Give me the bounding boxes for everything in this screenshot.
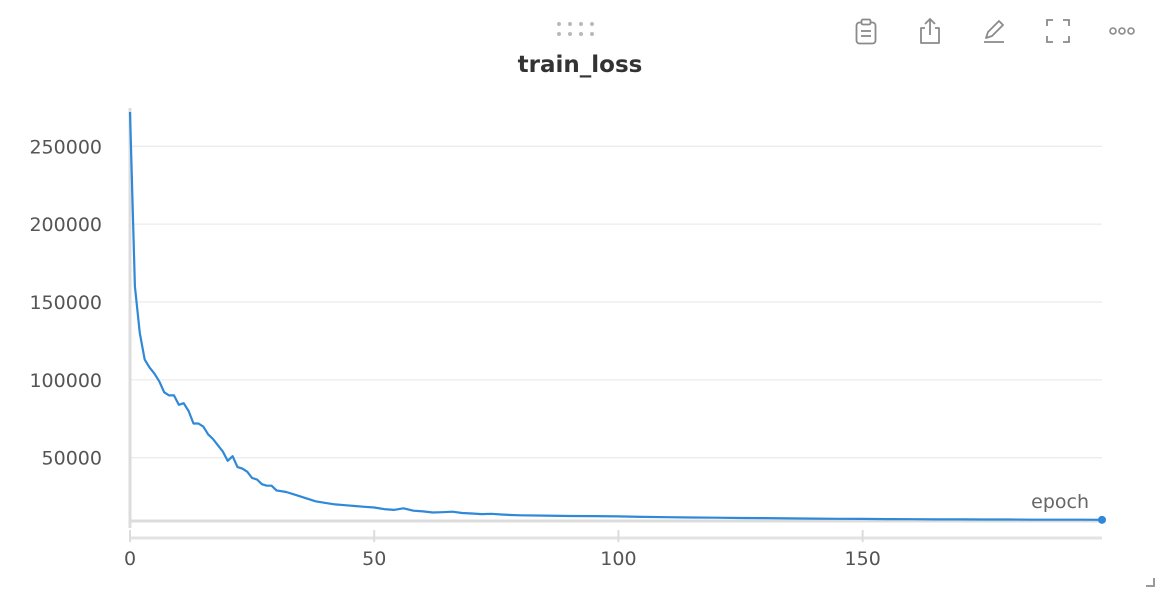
x-axis: 0 50 100 150 [124,519,1102,570]
y-axis: 50000 100000 150000 200000 250000 [29,108,132,528]
series-group[interactable] [128,111,1106,524]
more-icon [1109,27,1135,35]
fullscreen-icon [1046,19,1070,43]
y-tick-label: 150000 [29,292,102,314]
y-tick-label: 250000 [29,136,102,158]
edit-button[interactable] [976,14,1012,48]
more-button[interactable] [1104,14,1140,48]
share-button[interactable] [912,14,948,48]
clipboard-icon [855,18,877,45]
series-line[interactable] [128,111,1103,521]
resize-handle-icon[interactable] [1144,576,1156,588]
y-tick-label: 100000 [29,370,102,392]
series-end-point[interactable] [1098,515,1106,524]
y-tick-label: 200000 [29,214,102,236]
fullscreen-button[interactable] [1040,14,1076,48]
grid-lines [130,145,1102,459]
share-icon [920,18,940,44]
panel-drag-handle[interactable] [557,22,603,40]
x-tick-label: 100 [600,548,636,570]
x-tick-label: 50 [362,548,386,570]
pencil-icon [984,20,1004,43]
x-axis-label: epoch [1031,491,1089,513]
x-tick-label: 0 [124,548,136,570]
y-tick-label: 50000 [42,448,102,470]
x-tick-label: 150 [845,548,881,570]
clipboard-button[interactable] [848,14,884,48]
chart-title: train_loss [517,52,643,78]
